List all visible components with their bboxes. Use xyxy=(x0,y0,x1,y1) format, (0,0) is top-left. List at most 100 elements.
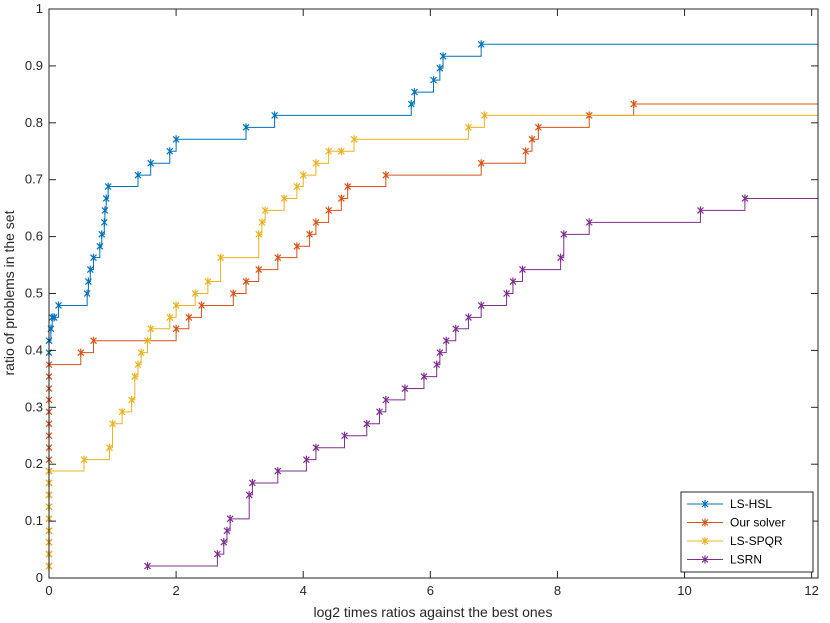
data-point xyxy=(131,372,139,381)
data-point xyxy=(166,147,174,156)
data-point xyxy=(452,324,460,333)
data-point xyxy=(96,242,104,251)
data-point xyxy=(557,253,565,262)
legend-label: LS-HSL xyxy=(730,497,772,511)
y-tick-label: 0.8 xyxy=(25,115,43,130)
data-point xyxy=(83,289,91,298)
data-point xyxy=(198,301,205,310)
data-point xyxy=(503,289,511,298)
data-point xyxy=(519,265,526,274)
data-point xyxy=(147,159,155,168)
data-point xyxy=(465,313,472,322)
data-point xyxy=(433,360,441,369)
data-point xyxy=(109,419,116,428)
data-point xyxy=(80,455,88,464)
y-tick-label: 0.2 xyxy=(25,456,43,471)
ticks-layer: 0 2 4 6 8 10 12 0 0.1 0.2 0.3 0.4 0.5 0.6 0.7 0.8 0.9 1 xyxy=(25,1,819,598)
data-point xyxy=(741,194,749,203)
data-point xyxy=(337,194,345,203)
data-point xyxy=(258,218,266,227)
x-tick-label: 8 xyxy=(554,583,561,598)
legend: LS-HSL Our solver LS-SPQR LSRN xyxy=(680,491,814,573)
data-point xyxy=(166,313,174,322)
data-point xyxy=(77,348,85,357)
data-point xyxy=(697,206,704,215)
data-point xyxy=(255,265,263,274)
data-point xyxy=(363,419,371,428)
data-point xyxy=(226,514,234,523)
legend-marker xyxy=(701,518,709,527)
series-layer xyxy=(45,40,818,571)
data-point xyxy=(90,253,97,262)
data-point xyxy=(382,171,390,180)
data-point xyxy=(104,182,112,191)
data-point xyxy=(229,289,237,298)
legend-entry: LS-SPQR xyxy=(687,534,783,548)
legend-marker xyxy=(701,537,709,545)
data-point xyxy=(341,431,348,440)
y-tick-label: 0.3 xyxy=(25,399,43,414)
data-point xyxy=(477,40,485,49)
data-point xyxy=(101,206,109,215)
y-tick-label: 0.4 xyxy=(25,342,43,357)
y-tick-label: 0 xyxy=(36,570,43,585)
data-point xyxy=(534,123,542,132)
data-point xyxy=(274,467,282,476)
data-point xyxy=(274,253,282,262)
data-point xyxy=(630,100,638,109)
y-tick-label: 1 xyxy=(36,1,43,16)
data-point xyxy=(100,218,108,227)
data-point xyxy=(213,550,221,559)
data-point xyxy=(172,301,180,310)
data-point xyxy=(480,111,488,120)
data-point xyxy=(306,230,313,239)
data-point xyxy=(312,159,320,168)
data-point xyxy=(255,230,263,239)
data-point xyxy=(436,64,444,73)
y-tick-label: 0.7 xyxy=(25,172,43,187)
series-lsrn xyxy=(144,194,818,571)
legend-entry: LSRN xyxy=(687,553,762,567)
x-tick-label: 6 xyxy=(427,583,434,598)
data-point xyxy=(344,182,352,191)
data-point xyxy=(55,301,62,310)
data-point xyxy=(293,182,301,191)
x-tick-label: 4 xyxy=(300,583,307,598)
data-point xyxy=(105,443,113,452)
data-point xyxy=(261,206,269,215)
data-point xyxy=(137,348,145,357)
data-point xyxy=(172,135,180,144)
series-line-ls-hsl xyxy=(48,43,818,353)
data-point xyxy=(477,159,485,168)
x-tick-label: 10 xyxy=(677,583,691,598)
data-point xyxy=(439,52,447,61)
y-tick-label: 0.5 xyxy=(25,286,43,301)
data-point xyxy=(118,407,126,416)
legend-entry: LS-HSL xyxy=(687,497,772,511)
data-point xyxy=(376,407,383,416)
data-point xyxy=(293,242,301,251)
data-point xyxy=(90,336,97,345)
legend-marker xyxy=(701,500,709,508)
data-point xyxy=(420,372,428,381)
data-point xyxy=(86,265,94,274)
data-point xyxy=(560,230,568,239)
data-point xyxy=(382,395,390,404)
data-point xyxy=(204,277,212,286)
data-point xyxy=(528,135,536,144)
data-point xyxy=(477,301,485,310)
data-point xyxy=(147,324,155,333)
y-tick-label: 0.1 xyxy=(25,513,43,528)
data-point xyxy=(299,171,307,180)
x-tick-label: 0 xyxy=(45,583,52,598)
x-axis-label: log2 times ratios against the best ones xyxy=(314,604,553,620)
data-point xyxy=(134,360,142,369)
data-point xyxy=(217,253,225,262)
data-point xyxy=(411,88,418,97)
data-point xyxy=(242,277,250,286)
data-point xyxy=(134,171,142,180)
y-axis-label: ratio of problems in the set xyxy=(1,210,17,375)
data-point xyxy=(325,206,333,215)
y-tick-label: 0.9 xyxy=(25,58,43,73)
